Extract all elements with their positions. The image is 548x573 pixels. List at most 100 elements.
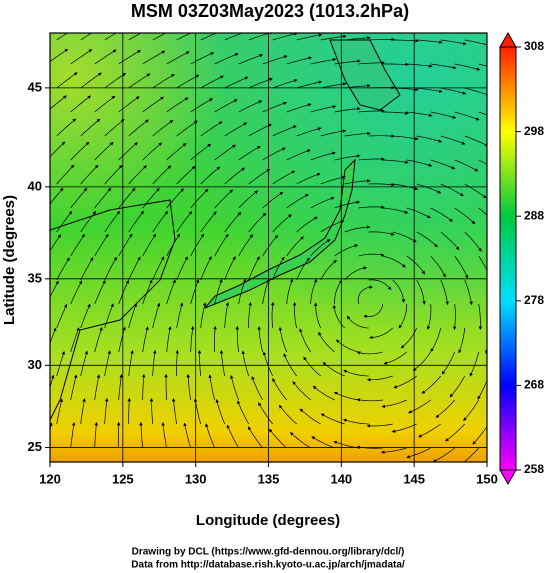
streamline (382, 207, 409, 214)
streamline (454, 207, 476, 225)
streamline (332, 304, 345, 329)
credit: Drawing by DCL (https://www.gfd-dennou.o… (132, 547, 405, 558)
streamline (56, 72, 78, 89)
streamline (272, 170, 296, 185)
streamline (454, 255, 469, 279)
streamline (393, 375, 417, 389)
chart-title: MSM 03Z03May2023 (1013.2hPa) (131, 1, 409, 21)
streamline (166, 188, 184, 209)
streamline (310, 239, 331, 257)
streamline (70, 280, 83, 305)
streamline (296, 216, 318, 233)
streamline (454, 111, 480, 121)
streamline (268, 428, 287, 449)
streamline (472, 425, 487, 445)
streamline (416, 231, 438, 248)
streamline (56, 33, 69, 41)
streamline (406, 111, 433, 117)
streamline (445, 423, 465, 442)
streamline (80, 303, 91, 329)
colorbar-tick-label: 298 (524, 124, 544, 138)
streamline (464, 183, 487, 199)
streamline (214, 233, 229, 257)
streamline (118, 233, 133, 257)
streamline (94, 187, 112, 209)
streamline (224, 256, 236, 281)
streamlines (50, 33, 487, 462)
streamline (152, 210, 169, 233)
streamline (80, 350, 88, 377)
streamline (426, 303, 432, 330)
streamline (310, 196, 335, 209)
streamline (344, 131, 371, 137)
streamline (190, 233, 205, 257)
streamline (104, 210, 120, 233)
streamline (430, 63, 457, 70)
streamline (344, 225, 371, 233)
streamline (334, 200, 361, 209)
streamline (50, 95, 67, 110)
streamline (272, 256, 285, 281)
streamline (262, 234, 279, 257)
streamline (334, 107, 361, 113)
streamline (142, 96, 164, 113)
streamline (458, 327, 466, 354)
streamline (296, 80, 323, 89)
streamline (176, 74, 200, 89)
streamline (311, 436, 335, 449)
streamline (432, 447, 455, 462)
streamline (56, 398, 63, 425)
streamline (94, 326, 103, 353)
streamline (190, 188, 209, 209)
colorbar-extend (499, 31, 517, 48)
streamline (171, 398, 178, 425)
x-tick-label: 130 (185, 471, 207, 486)
streamline (56, 350, 65, 377)
streamline (94, 374, 101, 401)
streamline (320, 259, 337, 281)
streamline (247, 426, 263, 449)
streamline (320, 220, 345, 233)
streamline (286, 194, 309, 209)
streamline (400, 327, 418, 349)
streamline (50, 327, 57, 345)
streamline (262, 101, 287, 113)
streamline (166, 326, 172, 353)
streamline (334, 154, 361, 161)
streamline (200, 302, 207, 329)
colorbar-tick-label: 268 (524, 378, 544, 392)
streamline (176, 256, 188, 281)
streamline (176, 165, 196, 185)
streamline (299, 408, 321, 425)
streamline (391, 423, 417, 433)
streamline (464, 135, 487, 147)
streamline (478, 111, 487, 116)
streamline (430, 111, 457, 119)
streamline (238, 100, 263, 113)
streamline (312, 385, 335, 401)
streamline (213, 325, 217, 353)
streamline (258, 402, 273, 425)
streamline (392, 279, 406, 303)
streamline (430, 207, 453, 222)
streamline (382, 62, 409, 67)
streamline (166, 279, 176, 305)
streamline (292, 381, 311, 401)
streamline (463, 399, 479, 422)
streamline (449, 375, 466, 398)
x-tick-label: 140 (330, 471, 352, 486)
streamline (70, 187, 88, 209)
streamline (205, 423, 216, 449)
streamline (430, 159, 456, 170)
streamline (368, 183, 395, 187)
streamline (104, 164, 123, 185)
streamline (152, 256, 165, 281)
streamline (50, 280, 59, 299)
streamline (440, 135, 466, 145)
streamline (251, 376, 264, 401)
streamline (383, 351, 407, 365)
streamline (478, 207, 487, 216)
streamline (310, 57, 337, 65)
streamline (272, 378, 287, 401)
